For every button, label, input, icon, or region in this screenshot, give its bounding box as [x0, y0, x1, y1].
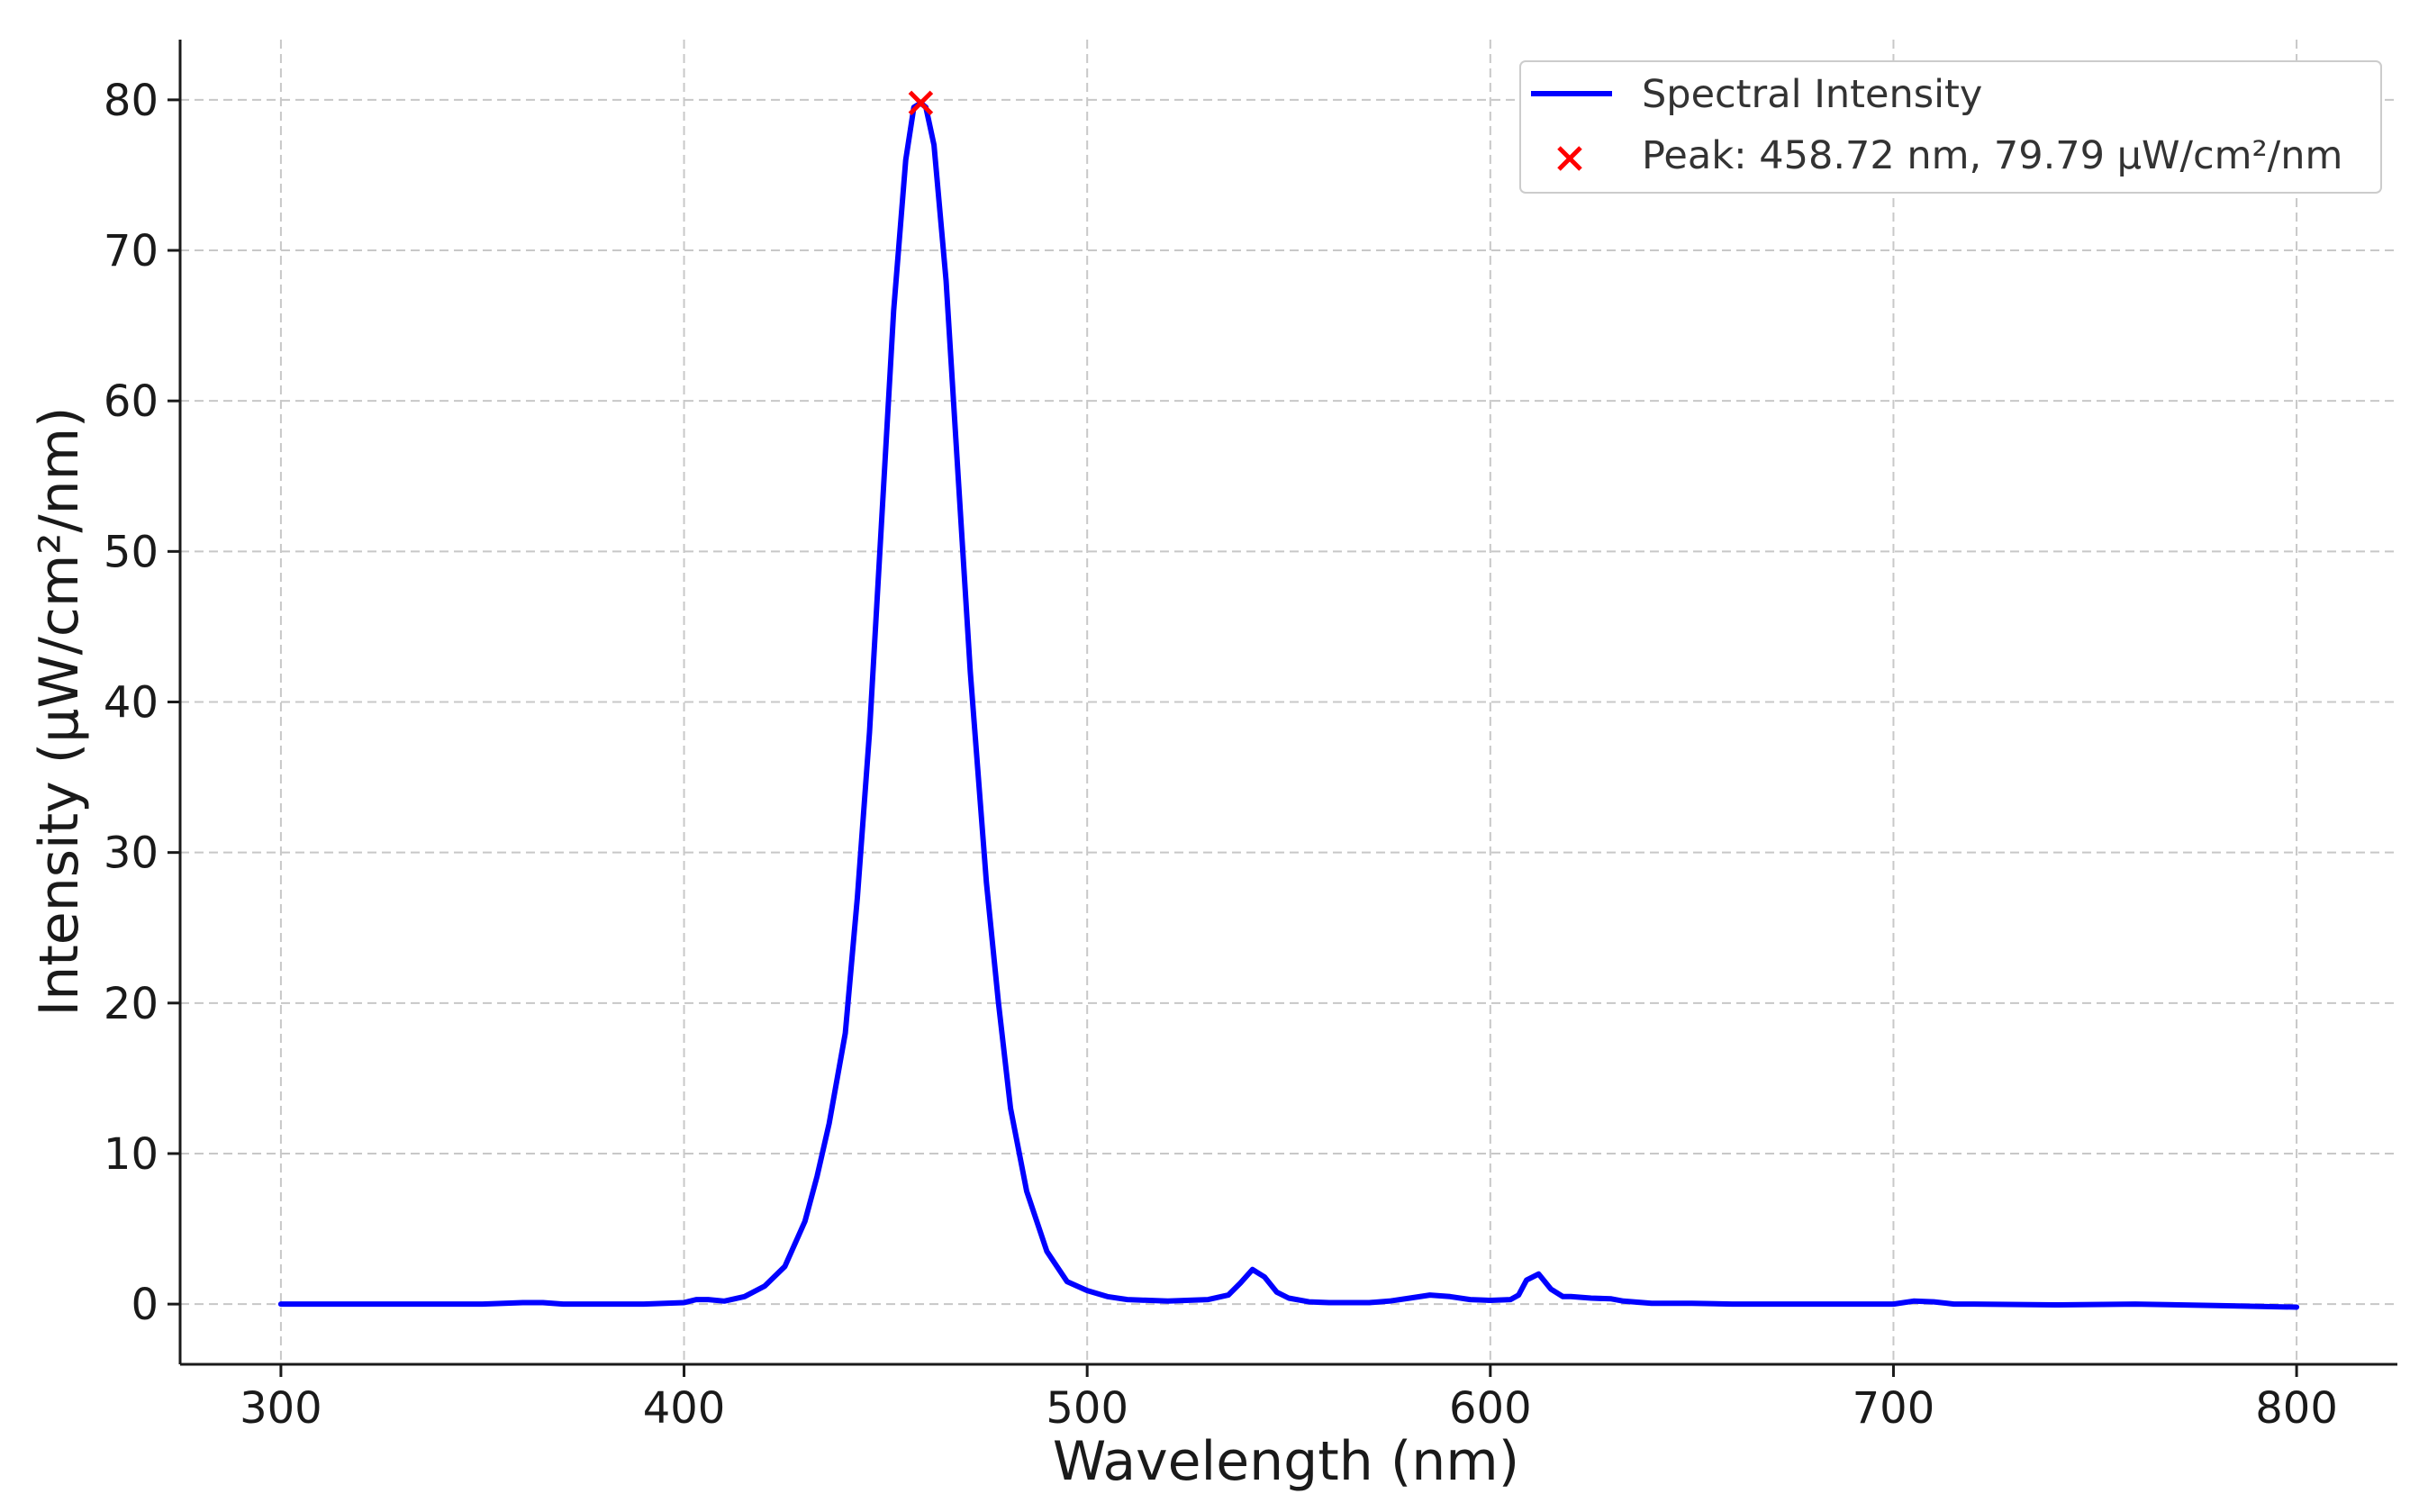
y-tick-label: 60 [104, 376, 159, 427]
legend: Spectral Intensity Peak: 458.72 nm, 79.7… [1519, 60, 2382, 194]
y-tick-label: 70 [104, 226, 159, 276]
x-tick-label: 400 [643, 1383, 726, 1434]
y-tick-label: 10 [104, 1129, 159, 1180]
y-tick-label: 0 [131, 1280, 159, 1330]
y-tick-label: 80 [104, 76, 159, 126]
y-axis-title: Intensity (µW/cm²/nm) [28, 407, 91, 1017]
legend-series-label: Spectral Intensity [1642, 72, 1982, 117]
legend-peak-marker [1557, 146, 1582, 171]
tick-labels: 300 400 500 600 700 800 0 10 20 30 40 50 60 70 80 [104, 76, 2338, 1434]
x-tick-label: 800 [2255, 1383, 2338, 1434]
x-tick-label: 700 [1853, 1383, 1935, 1434]
axes [168, 40, 2397, 1377]
x-tick-label: 600 [1449, 1383, 1532, 1434]
series [277, 90, 2300, 1310]
x-axis-title: Wavelength (nm) [1053, 1430, 1519, 1493]
peak-marker [908, 90, 934, 116]
y-tick-label: 40 [104, 678, 159, 729]
spectral-intensity-line [277, 100, 2300, 1310]
y-tick-label: 20 [104, 979, 159, 1029]
x-tick-label: 300 [240, 1383, 322, 1434]
legend-frame [1519, 60, 2382, 194]
grid [180, 40, 2397, 1364]
y-tick-label: 30 [104, 828, 159, 879]
legend-peak-label: Peak: 458.72 nm, 79.79 µW/cm²/nm [1642, 133, 2342, 178]
x-tick-label: 500 [1046, 1383, 1128, 1434]
y-tick-label: 50 [104, 527, 159, 577]
